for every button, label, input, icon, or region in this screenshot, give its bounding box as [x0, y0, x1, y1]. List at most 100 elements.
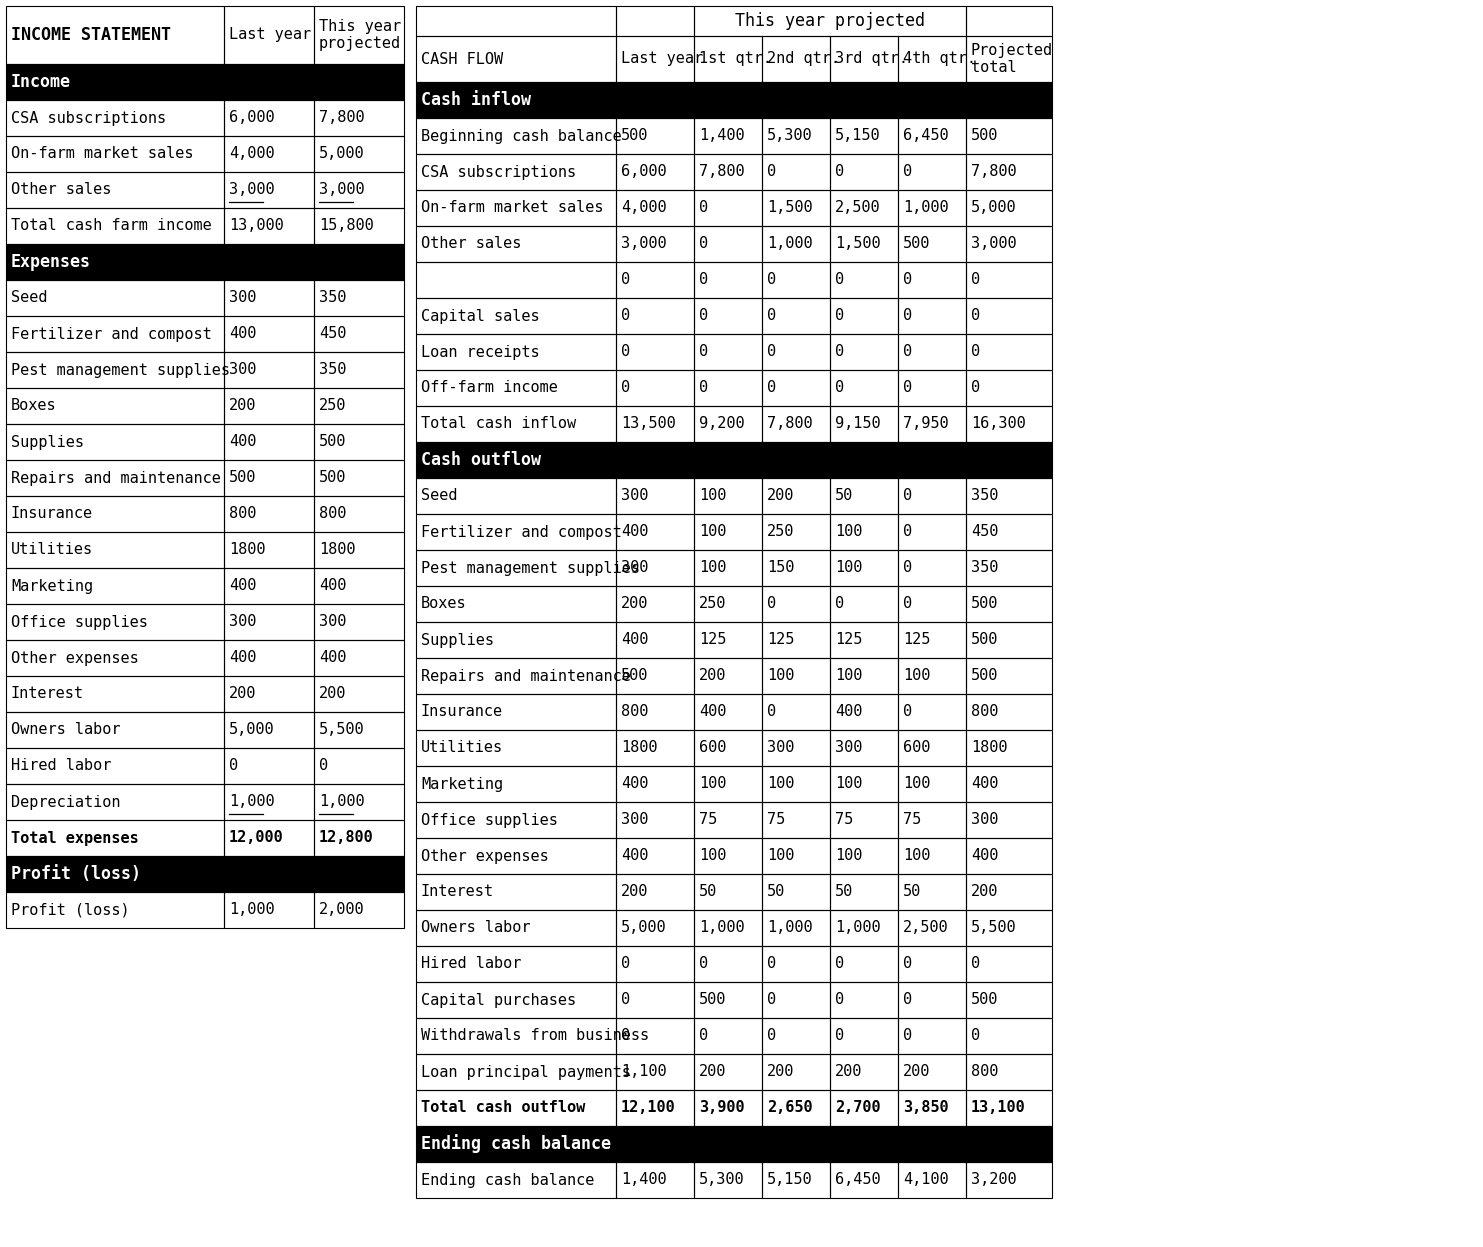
Bar	[224, 460, 314, 496]
Bar	[762, 658, 830, 695]
Bar	[224, 532, 314, 567]
Bar	[694, 910, 762, 946]
Text: 300: 300	[228, 291, 257, 306]
Text: 2,700: 2,700	[835, 1101, 881, 1116]
Bar	[417, 226, 615, 262]
Bar	[762, 370, 830, 407]
Bar	[830, 1054, 899, 1090]
Text: 500: 500	[971, 596, 998, 611]
Bar	[830, 1054, 899, 1090]
Bar	[417, 910, 615, 946]
Bar	[6, 567, 224, 604]
Text: 200: 200	[767, 1065, 795, 1080]
Text: 0: 0	[767, 596, 776, 611]
Text: 400: 400	[621, 848, 648, 863]
Text: 0: 0	[698, 956, 707, 971]
Text: 300: 300	[319, 615, 347, 630]
Bar	[899, 262, 965, 298]
Bar	[762, 1054, 830, 1090]
Bar	[762, 874, 830, 910]
Bar	[762, 407, 830, 441]
Bar	[314, 712, 403, 748]
Bar	[417, 838, 615, 874]
Text: 300: 300	[767, 741, 795, 756]
Bar	[694, 262, 762, 298]
Bar	[224, 460, 314, 496]
Text: 600: 600	[698, 741, 727, 756]
Bar	[417, 766, 615, 802]
Bar	[694, 298, 762, 334]
Text: 0: 0	[971, 956, 980, 971]
Bar	[899, 1018, 965, 1054]
Bar	[224, 424, 314, 460]
Bar	[417, 729, 615, 766]
Bar	[694, 370, 762, 407]
Text: 100: 100	[903, 777, 930, 792]
Text: 500: 500	[228, 470, 257, 485]
Bar	[830, 514, 899, 550]
Bar	[965, 586, 1051, 622]
Bar	[314, 460, 403, 496]
Bar	[314, 208, 403, 244]
Bar	[762, 658, 830, 695]
Text: 50: 50	[835, 884, 853, 899]
Bar	[615, 1018, 694, 1054]
Text: 100: 100	[835, 668, 863, 683]
Text: 0: 0	[228, 758, 239, 773]
Text: 4,000: 4,000	[621, 201, 667, 216]
Bar	[224, 567, 314, 604]
Bar	[965, 370, 1051, 407]
Bar	[694, 514, 762, 550]
Text: 100: 100	[835, 560, 863, 576]
Bar	[694, 550, 762, 586]
Bar	[6, 748, 224, 784]
Text: Pest management supplies: Pest management supplies	[10, 363, 230, 378]
Text: 100: 100	[767, 848, 795, 863]
Bar	[6, 244, 403, 281]
Bar	[417, 334, 615, 370]
Bar	[762, 334, 830, 370]
Bar	[417, 695, 615, 729]
Text: 50: 50	[698, 884, 718, 899]
Bar	[899, 910, 965, 946]
Text: 300: 300	[228, 615, 257, 630]
Text: 1,000: 1,000	[698, 920, 744, 935]
Bar	[417, 6, 615, 36]
Text: Other expenses: Other expenses	[421, 848, 549, 863]
Text: 15,800: 15,800	[319, 218, 374, 233]
Text: Ending cash balance: Ending cash balance	[421, 1172, 595, 1187]
Text: 300: 300	[621, 813, 648, 828]
Bar	[224, 748, 314, 784]
Text: 3,000: 3,000	[621, 237, 667, 252]
Bar	[694, 1162, 762, 1198]
Text: 100: 100	[698, 848, 727, 863]
Bar	[615, 550, 694, 586]
Text: 3,900: 3,900	[698, 1101, 744, 1116]
Text: 125: 125	[903, 632, 930, 647]
Text: 50: 50	[767, 884, 786, 899]
Bar	[224, 208, 314, 244]
Bar	[417, 622, 615, 658]
Text: 100: 100	[698, 525, 727, 540]
Bar	[899, 1090, 965, 1126]
Text: Repairs and maintenance: Repairs and maintenance	[10, 470, 221, 485]
Bar	[417, 118, 615, 153]
Text: Cash outflow: Cash outflow	[421, 451, 541, 469]
Bar	[224, 821, 314, 855]
Bar	[965, 1018, 1051, 1054]
Text: 7,800: 7,800	[319, 111, 365, 126]
Bar	[762, 766, 830, 802]
Text: 400: 400	[228, 434, 257, 449]
Bar	[417, 514, 615, 550]
Bar	[314, 532, 403, 567]
Bar	[694, 1054, 762, 1090]
Text: 0: 0	[621, 1029, 630, 1044]
Bar	[965, 407, 1051, 441]
Text: 1800: 1800	[971, 741, 1007, 756]
Bar	[6, 676, 224, 712]
Bar	[615, 658, 694, 695]
Bar	[314, 315, 403, 352]
Bar	[615, 802, 694, 838]
Text: 1800: 1800	[228, 542, 265, 557]
Text: 0: 0	[835, 1029, 844, 1044]
